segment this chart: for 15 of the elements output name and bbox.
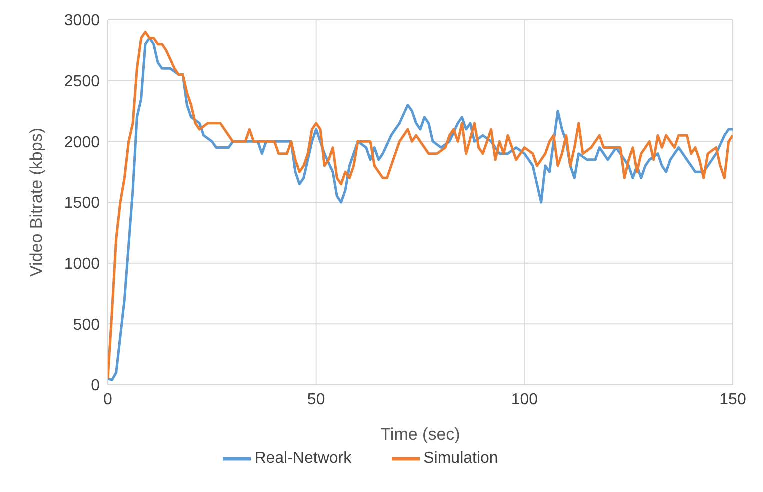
y-tick-label: 3000 bbox=[64, 12, 100, 30]
legend-label: Simulation bbox=[424, 450, 498, 468]
y-axis-title: Video Bitrate (kbps) bbox=[27, 128, 46, 277]
x-axis-title: Time (sec) bbox=[380, 425, 460, 444]
y-tick-label: 1000 bbox=[64, 256, 100, 274]
x-tick-label: 150 bbox=[720, 391, 746, 408]
x-tick-label: 50 bbox=[307, 391, 326, 408]
x-tick-label: 0 bbox=[104, 391, 113, 408]
x-tick-label: 100 bbox=[511, 391, 538, 408]
y-tick-label: 500 bbox=[73, 316, 100, 334]
y-tick-label: 0 bbox=[91, 378, 100, 395]
legend-label: Real-Network bbox=[254, 450, 352, 468]
y-tick-label: 1500 bbox=[64, 195, 100, 212]
y-tick-label: 2000 bbox=[64, 134, 100, 152]
y-tick-label: 2500 bbox=[64, 74, 100, 91]
